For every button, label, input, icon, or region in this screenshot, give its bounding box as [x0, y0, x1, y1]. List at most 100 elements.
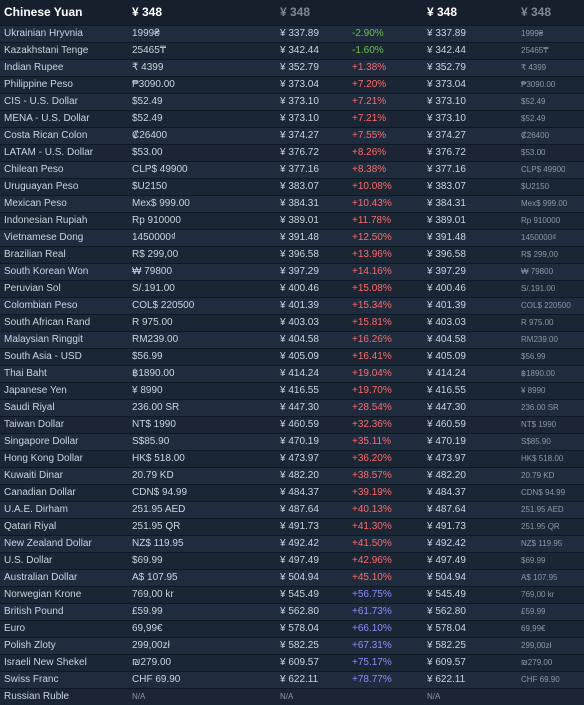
converted-price-cell-2: ¥ 389.01: [427, 214, 466, 226]
converted-price-cell-2: ¥ 403.03: [427, 316, 466, 328]
currency-name-cell: Malaysian Ringgit: [4, 333, 83, 345]
header-base-currency: Chinese Yuan: [4, 5, 83, 20]
currency-name-cell: Polish Zloty: [4, 639, 56, 651]
local-price-cell-2: £59.99: [521, 606, 546, 616]
converted-price-cell-2: ¥ 447.30: [427, 401, 466, 413]
table-row: Ukrainian Hryvnia 1999₴ ¥ 337.89 -2.90% ¥ 33…: [0, 25, 584, 42]
table-row: Canadian Dollar CDN$ 94.99 ¥ 484.37 +39.19%…: [0, 484, 584, 501]
local-price-cell-2: S$85.90: [521, 436, 551, 446]
price-difference-cell: +16.41%: [352, 350, 392, 362]
local-price-cell-2: 769,00 kr: [521, 589, 555, 599]
local-price-cell-2: Mex$ 999.00: [521, 198, 568, 208]
price-difference-cell: +8.26%: [352, 146, 387, 158]
table-row: Kuwaiti Dinar 20.79 KD ¥ 482.20 +38.57% ¥ 48…: [0, 467, 584, 484]
local-price-cell-2: ¥ 8990: [521, 385, 546, 395]
converted-price-cell: ¥ 342.44: [280, 44, 319, 56]
converted-price-cell-2: ¥ 373.10: [427, 112, 466, 124]
local-price-cell-2: 20.79 KD: [521, 470, 555, 480]
local-price-cell: 251.95 AED: [132, 503, 186, 515]
price-difference-cell: +8.38%: [352, 163, 387, 175]
local-price-cell: R$ 299,00: [132, 248, 179, 260]
table-row: MENA - U.S. Dollar $52.49 ¥ 373.10 +7.21% ¥ …: [0, 110, 584, 127]
table-row: Colombian Peso COL$ 220500 ¥ 401.39 +15.34%…: [0, 297, 584, 314]
price-difference-cell: +39.19%: [352, 486, 392, 498]
price-difference-cell: +38.57%: [352, 469, 392, 481]
currency-name-cell: South Asia - USD: [4, 350, 82, 362]
price-difference-cell: +19.70%: [352, 384, 392, 396]
price-difference-cell: -2.90%: [352, 27, 384, 39]
converted-price-cell-2: ¥ 497.49: [427, 554, 466, 566]
converted-price-cell-2: ¥ 484.37: [427, 486, 466, 498]
currency-name-cell: Colombian Peso: [4, 299, 78, 311]
converted-price-cell: ¥ 414.24: [280, 367, 319, 379]
local-price-cell: $56.99: [132, 350, 163, 362]
local-price-cell-2: ₪279.00: [521, 657, 553, 667]
local-price-cell-2: CLP$ 49900: [521, 164, 566, 174]
converted-price-cell: N/A: [280, 691, 294, 701]
local-price-cell: ₪279.00: [132, 656, 172, 668]
currency-name-cell: Taiwan Dollar: [4, 418, 65, 430]
local-price-cell: R 975.00: [132, 316, 173, 328]
local-price-cell: S$85.90: [132, 435, 170, 447]
table-row: Philippine Peso ₱3090.00 ¥ 373.04 +7.20% ¥ 3…: [0, 76, 584, 93]
converted-price-cell-2: ¥ 460.59: [427, 418, 466, 430]
table-row: Peruvian Sol S/.191.00 ¥ 400.46 +15.08% ¥ 40…: [0, 280, 584, 297]
local-price-cell-2: RM239.00: [521, 334, 558, 344]
converted-price-cell-2: ¥ 342.44: [427, 44, 466, 56]
converted-price-cell: ¥ 491.73: [280, 520, 319, 532]
table-row: Singapore Dollar S$85.90 ¥ 470.19 +35.11% ¥ …: [0, 433, 584, 450]
currency-name-cell: Norwegian Krone: [4, 588, 82, 600]
converted-price-cell-2: ¥ 384.31: [427, 197, 466, 209]
local-price-cell: ₩ 79800: [132, 265, 173, 277]
currency-name-cell: Indonesian Rupiah: [4, 214, 88, 226]
table-row: LATAM - U.S. Dollar $53.00 ¥ 376.72 +8.26% ¥…: [0, 144, 584, 161]
converted-price-cell: ¥ 497.49: [280, 554, 319, 566]
converted-price-cell-2: ¥ 492.42: [427, 537, 466, 549]
price-difference-cell: +7.55%: [352, 129, 387, 141]
currency-name-cell: LATAM - U.S. Dollar: [4, 146, 94, 158]
local-price-cell: 69,99€: [132, 622, 163, 634]
local-price-cell: CDN$ 94.99: [132, 486, 188, 498]
local-price-cell-2: 1450000₫: [521, 232, 557, 242]
local-price-cell: $U2150: [132, 180, 168, 192]
converted-price-cell: ¥ 400.46: [280, 282, 319, 294]
converted-price-cell: ¥ 487.64: [280, 503, 319, 515]
price-difference-cell: +13.96%: [352, 248, 392, 260]
converted-price-cell: ¥ 373.10: [280, 95, 319, 107]
converted-price-cell: ¥ 482.20: [280, 469, 319, 481]
currency-name-cell: Swiss Franc: [4, 673, 59, 685]
local-price-cell-2: $56.99: [521, 351, 546, 361]
table-row: Chilean Peso CLP$ 49900 ¥ 377.16 +8.38% ¥ 37…: [0, 161, 584, 178]
table-row: Saudi Riyal 236.00 SR ¥ 447.30 +28.54% ¥ 447…: [0, 399, 584, 416]
converted-price-cell-2: N/A: [427, 691, 441, 701]
price-difference-cell: +12.50%: [352, 231, 392, 243]
currency-name-cell: Australian Dollar: [4, 571, 78, 583]
local-price-cell-2: $53.00: [521, 147, 546, 157]
local-price-cell-2: [517, 688, 584, 705]
currency-name-cell: Costa Rican Colon: [4, 129, 88, 141]
converted-price-cell: ¥ 373.10: [280, 112, 319, 124]
local-price-cell: CLP$ 49900: [132, 163, 188, 175]
converted-price-cell: ¥ 416.55: [280, 384, 319, 396]
converted-price-cell: ¥ 562.80: [280, 605, 319, 617]
converted-price-cell-2: ¥ 373.04: [427, 78, 466, 90]
local-price-cell-2: R$ 299,00: [521, 249, 558, 259]
currency-name-cell: CIS - U.S. Dollar: [4, 95, 78, 107]
price-difference-cell: +10.08%: [352, 180, 392, 192]
local-price-cell: N/A: [132, 691, 146, 701]
currency-name-cell: Brazilian Real: [4, 248, 66, 260]
price-difference-cell: +32.36%: [352, 418, 392, 430]
currency-name-cell: Canadian Dollar: [4, 486, 76, 498]
currency-name-cell: Kazakhstani Tenge: [4, 44, 89, 56]
currency-name-cell: Chilean Peso: [4, 163, 64, 175]
price-difference-cell: +15.08%: [352, 282, 392, 294]
local-price-cell-2: COL$ 220500: [521, 300, 571, 310]
table-row: Brazilian Real R$ 299,00 ¥ 396.58 +13.96% ¥ …: [0, 246, 584, 263]
converted-price-cell: ¥ 582.25: [280, 639, 319, 651]
local-price-cell-2: 236.00 SR: [521, 402, 559, 412]
local-price-cell-2: ฿1890.00: [521, 368, 556, 378]
local-price-cell: 251.95 QR: [132, 520, 181, 532]
local-price-cell: CHF 69.90: [132, 673, 181, 685]
local-price-cell-2: 69,99€: [521, 623, 546, 633]
